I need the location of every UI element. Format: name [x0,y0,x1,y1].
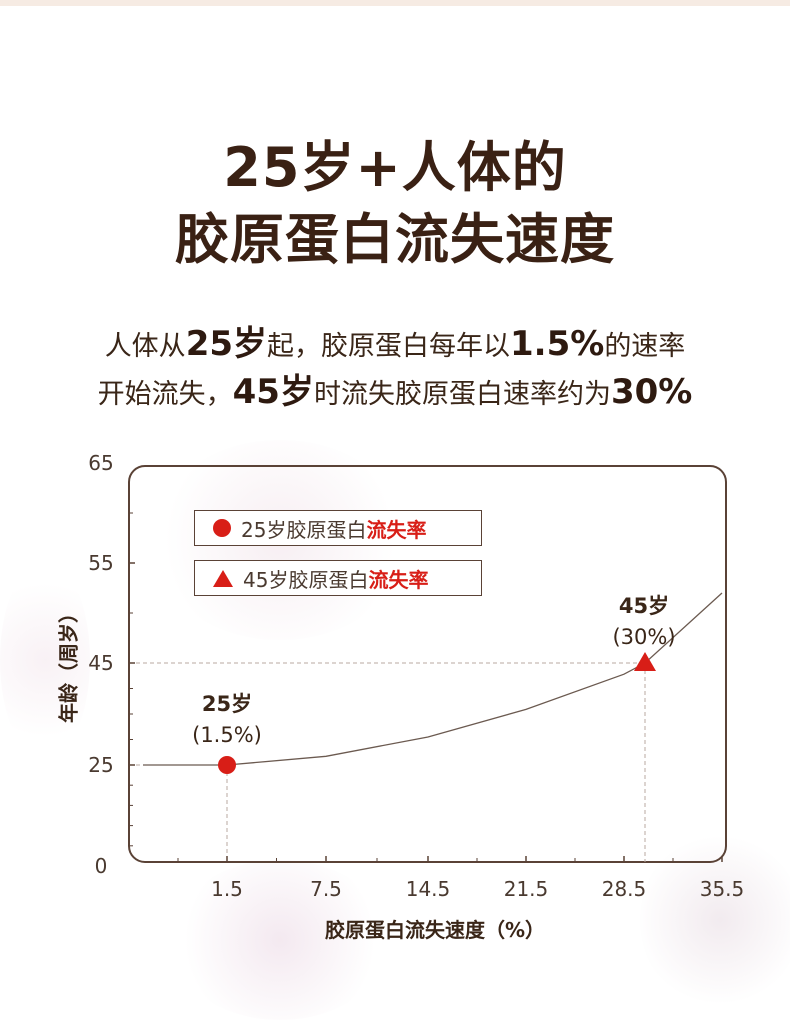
x-tick-label: 1.5 [211,877,243,901]
data-label: 45岁 [619,594,669,618]
y-tick-label: 25 [88,753,113,777]
x-tick-label: 21.5 [504,877,549,901]
subtitle-text: 的速率 [604,331,686,362]
legend-highlight: 流失率 [368,567,429,592]
circle-marker-icon [213,519,231,537]
subtitle-emphasis: 45岁 [232,372,314,412]
y-tick-label: 55 [88,551,113,575]
x-tick-label: 28.5 [602,877,647,901]
subtitle-emphasis: 25岁 [185,324,268,364]
x-tick-label: 14.5 [406,877,451,901]
subtitle-emphasis: 30% [610,372,693,412]
subtitle-line1: 人体从25岁起，胶原蛋白每年以1.5%的速率 [0,324,790,367]
y-tick-label: 0 [95,854,108,878]
triangle-marker-icon [213,569,233,587]
legend-highlight: 流失率 [366,517,427,542]
data-label: (30%) [612,625,675,649]
y-tick-label: 45 [88,651,113,675]
subtitle-text: 开始流失， [97,379,233,410]
page-title-line1: 25岁+人体的 [223,136,567,199]
data-label: 25岁 [202,692,252,716]
subtitle-text: 起，胶原蛋白每年以 [267,331,511,362]
legend-item-45: 45岁胶原蛋白 流失率 [194,560,482,596]
top-strip [0,0,790,6]
legend-item-25: 25岁胶原蛋白 流失率 [194,510,482,546]
x-tick-label: 7.5 [310,877,342,901]
subtitle-text: 时流失胶原蛋白速率约为 [313,379,611,410]
subtitle-text: 人体从 [104,331,186,362]
x-tick-label: 35.5 [700,877,745,901]
subtitle-line2: 开始流失，45岁时流失胶原蛋白速率约为30% [0,372,790,415]
data-point-circle [218,756,236,774]
page-title-line2: 胶原蛋白流失速度 [175,208,615,271]
data-point-triangle [634,652,656,671]
legend-label: 45岁胶原蛋白 [243,567,369,592]
y-axis-title: 年龄（周岁） [56,603,81,723]
x-axis-title: 胶原蛋白流失速度（%） [324,918,546,942]
legend-label: 25岁胶原蛋白 [241,517,367,542]
subtitle-emphasis: 1.5% [510,324,605,364]
data-label: (1.5%) [192,723,262,747]
y-tick-label: 65 [88,451,113,475]
